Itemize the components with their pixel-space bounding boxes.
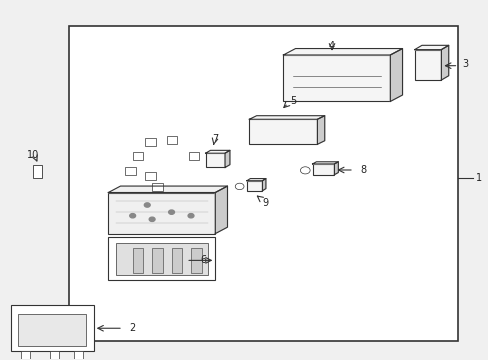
Bar [132, 153, 143, 160]
Bar [249, 119, 317, 144]
Bar [166, 136, 177, 144]
Bar [108, 237, 215, 280]
Bar [125, 167, 136, 175]
Text: 10: 10 [27, 150, 39, 160]
Polygon shape [414, 45, 448, 50]
Polygon shape [249, 116, 324, 119]
Text: 9: 9 [262, 198, 268, 208]
Polygon shape [312, 162, 338, 164]
Text: 8: 8 [360, 165, 366, 175]
Bar [152, 248, 163, 273]
Polygon shape [389, 49, 402, 102]
Bar [312, 164, 334, 175]
Bar [19, 314, 86, 346]
Bar [21, 351, 30, 360]
Bar [414, 50, 441, 80]
Text: 3: 3 [462, 59, 468, 69]
Bar [11, 305, 94, 351]
Text: 6: 6 [200, 255, 206, 265]
Bar [33, 165, 41, 178]
Bar [108, 193, 215, 234]
Bar [74, 351, 83, 360]
Circle shape [149, 217, 155, 221]
Bar [191, 248, 201, 273]
Bar [50, 351, 59, 360]
Bar [152, 183, 163, 191]
Bar [69, 26, 458, 341]
Text: 4: 4 [328, 41, 334, 51]
Circle shape [300, 167, 309, 174]
Polygon shape [215, 186, 227, 234]
Polygon shape [441, 45, 448, 80]
Polygon shape [317, 116, 324, 144]
Bar [116, 243, 207, 275]
Text: 2: 2 [129, 323, 136, 333]
Text: 1: 1 [474, 173, 481, 183]
Bar [283, 55, 389, 102]
Bar [205, 153, 224, 167]
Polygon shape [224, 150, 229, 167]
Text: 5: 5 [289, 96, 296, 107]
Circle shape [129, 213, 135, 218]
Circle shape [168, 210, 174, 214]
Circle shape [235, 183, 244, 190]
Bar [188, 153, 199, 160]
Polygon shape [205, 150, 229, 153]
Bar [144, 172, 155, 180]
Bar [171, 248, 182, 273]
Polygon shape [283, 49, 402, 55]
Bar [132, 248, 143, 273]
Circle shape [188, 213, 194, 218]
Polygon shape [334, 162, 338, 175]
Polygon shape [246, 179, 265, 181]
Bar [246, 181, 262, 191]
Polygon shape [108, 186, 227, 193]
Polygon shape [262, 179, 265, 191]
Bar [69, 26, 458, 341]
Circle shape [144, 203, 150, 207]
Text: 7: 7 [212, 134, 218, 144]
Bar [144, 138, 155, 146]
